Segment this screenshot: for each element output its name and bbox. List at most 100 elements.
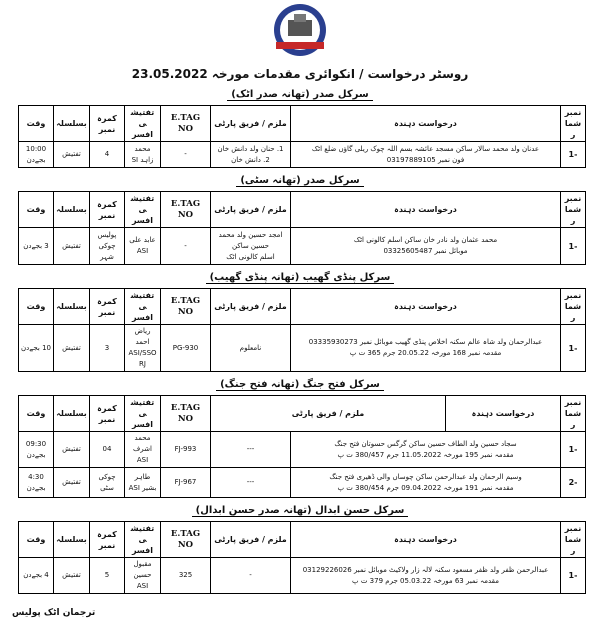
accused-cell: 1. حنان ولد دانش خان 2. دانش خان: [210, 141, 291, 168]
header-accused: ملزم / فریق پارٹی: [209, 395, 447, 432]
serial-cell: -1: [560, 431, 587, 468]
table-row: -1 عبدالرحمان ولد شاہ عالم سکنہ اخلاص پنڈ…: [18, 324, 586, 372]
header-purpose: بسلسلہ: [53, 395, 90, 432]
table-row: -1 محمد عثمان ولد نادر خان ساکن اسلم کالو…: [18, 227, 586, 265]
applicant-name: محمد عثمان ولد نادر خان ساکن اسلم کالونی…: [353, 236, 498, 244]
room-cell: 04: [89, 431, 125, 468]
section-heading-text: سرکل فتح جنگ (تھانہ فتح جنگ): [216, 379, 384, 391]
time-cell: 10:00 بجےدن: [18, 141, 54, 168]
time-cell: 3 بجےدن: [18, 227, 54, 265]
header-applicant: درخواست دہندہ: [290, 521, 561, 558]
header-row: نمبر شمار درخواست دہندہ ملزم / فریق پارٹی E…: [18, 521, 586, 558]
header-officer: تفتیشی افسر: [124, 105, 161, 142]
room-cell: 5: [89, 557, 125, 594]
time-value: 10:00: [25, 144, 47, 153]
etag-cell: -: [160, 141, 211, 168]
time-cell: 10 بجےدن: [18, 324, 54, 372]
header-time: وقت: [18, 395, 54, 432]
accused-cell: -: [210, 557, 291, 594]
room-cell: 3: [89, 324, 125, 372]
table-row: -1 سجاد حسین ولد الطاف حسین ساکن گرگس حسو…: [18, 431, 587, 468]
header-serial: نمبر شمار: [560, 288, 586, 325]
accused-line: ---: [246, 478, 255, 486]
accused-line: ---: [246, 445, 255, 453]
applicant-detail: موبائل نمبر 03325605487: [383, 247, 468, 255]
accused-cell: نامعلوم: [210, 324, 291, 372]
officer-cell: محمد زاہد SI: [124, 141, 161, 168]
section-heading: سرکل پنڈی گھیب (تھانہ پنڈی گھیب): [0, 271, 600, 285]
accused-cell: ---: [209, 431, 292, 468]
purpose-cell: تفتیش: [53, 227, 90, 265]
roster-table: نمبر شمار درخواست دہندہ ملزم / فریق پارٹی E…: [18, 395, 587, 498]
room-cell: چوکی سٹی: [89, 467, 125, 498]
purpose-cell: تفتیش: [53, 324, 90, 372]
applicant-detail: مقدمہ نمبر 63 مورخہ 05.03.22 جرم 379 ت پ: [352, 576, 499, 585]
accused-line: 1. حنان ولد دانش خان: [217, 144, 284, 153]
header-etag: E.TAG NO: [160, 288, 211, 325]
header-purpose: بسلسلہ: [53, 105, 90, 142]
roster-table: نمبر شمار درخواست دہندہ ملزم / فریق پارٹی E…: [18, 105, 586, 168]
header-accused: ملزم / فریق پارٹی: [210, 191, 291, 228]
serial-cell: -1: [560, 557, 586, 594]
section-heading: سرکل صدر (تھانہ صدر اٹک): [0, 88, 600, 102]
header-row: نمبر شمار درخواست دہندہ ملزم / فریق پارٹی E…: [18, 288, 586, 325]
time-suffix: بجےدن: [26, 450, 46, 459]
etag-cell: FJ-967: [160, 467, 211, 498]
applicant-detail: مقدمہ نمبر 191 مورخہ 09.04.2022 جرم 380/…: [337, 483, 514, 492]
purpose-cell: تفتیش: [53, 557, 90, 594]
accused-line: امجد حسین ولد محمد حسین ساکن: [218, 230, 283, 250]
header-room: کمرہ نمبر: [89, 191, 125, 228]
section-heading-text: سرکل صدر (تھانہ سٹی): [236, 175, 364, 187]
header-room: کمرہ نمبر: [89, 395, 125, 432]
header-officer: تفتیشی افسر: [124, 521, 161, 558]
accused-line: -: [249, 571, 252, 579]
header-purpose: بسلسلہ: [53, 521, 90, 558]
footer-signature: ترجمان اٹک پولیس: [12, 608, 96, 618]
header-accused: ملزم / فریق پارٹی: [210, 521, 291, 558]
header-room: کمرہ نمبر: [89, 521, 125, 558]
header-row: نمبر شمار درخواست دہندہ ملزم / فریق پارٹی E…: [18, 105, 586, 142]
officer-cell: مقبول حسین ASI: [124, 557, 161, 594]
officer-cell: ریاض احمد ASI/SSORJ: [124, 324, 161, 372]
table-row: -1 عدنان ولد محمد سالار ساکن مسجد عائشہ ب…: [18, 141, 586, 168]
section-heading-text: سرکل صدر (تھانہ صدر اٹک): [227, 89, 373, 101]
applicant-cell: سجاد حسین ولد الطاف حسین ساکن گرگس حسوتا…: [290, 431, 562, 468]
header-serial: نمبر شمار: [560, 395, 587, 432]
accused-line: 2. دانش خان: [231, 155, 270, 164]
header-officer: تفتیشی افسر: [124, 395, 161, 432]
room-cell: پولیس چوکی شہر: [89, 227, 125, 265]
purpose-cell: تفتیش: [53, 141, 90, 168]
time-value: 09:30: [25, 439, 47, 448]
applicant-cell: وسیم الرحمان ولد عبدالرحمن ساکن چوساں وا…: [290, 467, 562, 498]
section-heading-text: سرکل حسن ابدال (تھانہ صدر حسن ابدال): [191, 505, 409, 517]
applicant-detail: فون نمبر 03197889105: [386, 155, 465, 164]
header-applicant: درخواست دہندہ: [445, 395, 562, 432]
header-applicant: درخواست دہندہ: [290, 288, 561, 325]
header-etag: E.TAG NO: [160, 191, 211, 228]
header-serial: نمبر شمار: [560, 105, 586, 142]
section-heading-text: سرکل پنڈی گھیب (تھانہ پنڈی گھیب): [205, 272, 395, 284]
applicant-name: عبدالرحمان ولد شاہ عالم سکنہ اخلاص پنڈی …: [308, 338, 543, 346]
accused-line: اسلم کالونی اٹک: [226, 252, 275, 261]
etag-cell: 325: [160, 557, 211, 594]
header-applicant: درخواست دہندہ: [290, 191, 561, 228]
officer-cell: عابد علی ASI: [124, 227, 161, 265]
header-room: کمرہ نمبر: [89, 288, 125, 325]
time-suffix: بجےدن: [26, 483, 46, 492]
serial-cell: -1: [560, 324, 586, 372]
serial-cell: -1: [560, 141, 586, 168]
accused-line: نامعلوم: [239, 343, 262, 352]
page-title: روسٹر درخواست / انکوائری مقدمات مورخہ 23…: [131, 67, 469, 81]
header-serial: نمبر شمار: [560, 191, 586, 228]
officer-cell: محمد اشرف ASI: [124, 431, 161, 468]
header-time: وقت: [18, 191, 54, 228]
section-heading: سرکل صدر (تھانہ سٹی): [0, 174, 600, 188]
applicant-name: سجاد حسین ولد الطاف حسین ساکن گرگس حسوتا…: [334, 439, 517, 448]
time-cell: 4:30 بجےدن: [18, 467, 54, 498]
time-value: 4 بجےدن: [23, 571, 49, 579]
time-value: 4:30: [28, 472, 44, 481]
applicant-cell: عدنان ولد محمد سالار ساکن مسجد عائشہ بسم…: [290, 141, 561, 168]
police-logo: [274, 4, 326, 56]
purpose-cell: تفتیش: [53, 431, 90, 468]
roster-table: نمبر شمار درخواست دہندہ ملزم / فریق پارٹی E…: [18, 288, 586, 372]
